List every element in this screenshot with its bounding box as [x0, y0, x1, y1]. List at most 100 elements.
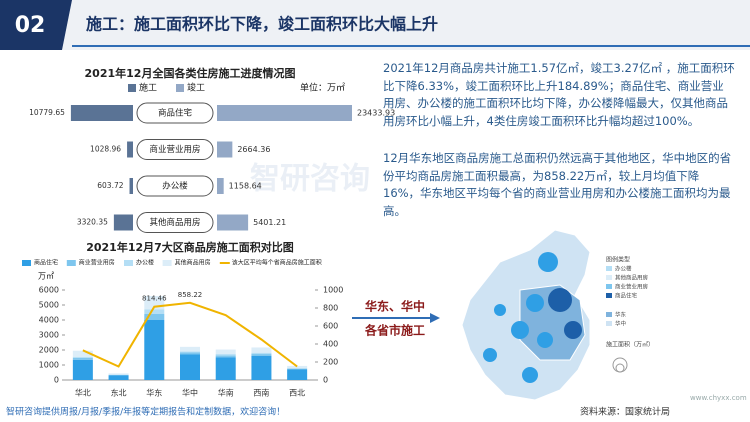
- bar: [108, 375, 129, 380]
- map-pie: [511, 321, 529, 339]
- bar: [287, 369, 308, 380]
- bar: [180, 346, 200, 352]
- bar: [215, 355, 236, 358]
- bar: [287, 365, 308, 369]
- legend-swatch: [22, 260, 31, 266]
- callout-top: 华东、华中: [365, 299, 425, 314]
- map-pie: [526, 294, 544, 312]
- bar: [217, 178, 224, 194]
- legend-label: 商品住宅: [34, 259, 58, 267]
- bar: [180, 352, 200, 355]
- bar: [287, 368, 308, 370]
- legend-swatch: [128, 84, 136, 92]
- legend-swatch: [66, 260, 76, 266]
- x-tick-label: 华北: [75, 388, 91, 398]
- map-region-swatch: [606, 321, 612, 326]
- y-tick-label: 3000: [39, 331, 59, 340]
- bar: [180, 351, 200, 353]
- paragraph: 12月华东地区商品房施工总面积仍然远高于其他地区，华中地区的省份平均商品房施工面…: [383, 151, 732, 218]
- map-legend-swatch: [606, 284, 612, 289]
- bar: [144, 314, 165, 320]
- value-label: 10779.65: [29, 108, 65, 117]
- legend-swatch: [124, 260, 133, 266]
- value-label: 23433.93: [357, 109, 395, 118]
- legend-swatch: [162, 260, 172, 266]
- map-pie: [522, 367, 538, 383]
- legend-label: 竣工: [187, 82, 205, 94]
- map-region-label: 华东: [615, 311, 627, 319]
- map-pie: [494, 304, 506, 316]
- x-tick-label: 华中: [182, 388, 198, 398]
- value-label: 1158.64: [229, 182, 262, 191]
- bar: [251, 347, 272, 353]
- bar: [113, 214, 133, 231]
- y2-tick-label: 1000: [323, 286, 343, 295]
- x-tick-label: 西北: [289, 389, 305, 398]
- map-legend-swatch: [606, 266, 612, 271]
- bar: [127, 141, 133, 158]
- bar: [108, 374, 129, 376]
- value-label: 3320.35: [77, 218, 108, 227]
- bar: [217, 141, 233, 158]
- value-label: 603.72: [97, 181, 123, 190]
- category-label: 办公楼: [162, 181, 188, 192]
- map-legend-label: 商品住宅: [615, 292, 638, 300]
- y2-tick-label: 400: [323, 340, 338, 349]
- bar: [217, 214, 249, 231]
- bar: [215, 354, 236, 356]
- x-tick-label: 华东: [146, 388, 162, 398]
- section-number: 02: [15, 13, 46, 38]
- map-legend-title: 图例类型: [606, 256, 630, 264]
- bar: [70, 105, 133, 121]
- legend-swatch: [176, 84, 184, 92]
- map-legend-label: 其他商品用房: [615, 274, 649, 282]
- bar: [108, 373, 129, 375]
- footer-note: 智研咨询提供周报/月报/季报/年报等定期报告和定制数据，欢迎咨询！: [6, 406, 285, 418]
- category-box: [136, 102, 214, 124]
- bar: [72, 357, 93, 360]
- value-label: 1028.96: [90, 145, 121, 154]
- value-label: 814.46: [142, 295, 167, 303]
- map-pies: [483, 252, 582, 383]
- map-legend-swatch: [606, 275, 612, 280]
- y-tick-label: 4000: [39, 316, 59, 325]
- map-pie: [548, 288, 572, 312]
- category-label: 商业营业用房: [149, 144, 200, 155]
- map-legend-label: 办公楼: [615, 265, 632, 273]
- line: [82, 301, 298, 368]
- callout-arrowhead: [430, 313, 440, 323]
- chart-title: 2021年12月全国各类住房施工进度情况图: [85, 66, 296, 80]
- legend-label: 办公楼: [136, 259, 154, 267]
- y2-tick-label: 600: [323, 322, 338, 331]
- x-tick-label: 西南: [253, 388, 269, 398]
- map-region-label: 华中: [615, 320, 626, 328]
- bar: [144, 320, 165, 380]
- legend-label: 该大区平均每个省商品房施工面积: [232, 259, 322, 267]
- value-label: 2664.36: [237, 145, 270, 154]
- header-badge: [0, 0, 72, 50]
- bar: [129, 178, 133, 194]
- paragraph: 2021年12月商品房共计施工1.57亿㎡，竣工3.27亿㎡ ，施工面积环比下降…: [383, 61, 735, 128]
- y2-tick-label: 0: [323, 376, 328, 385]
- bar: [72, 359, 93, 380]
- bar: [215, 357, 236, 380]
- bar: [251, 354, 272, 356]
- category-label: 其他商品用房: [149, 217, 200, 228]
- page-title: 施工：施工面积环比下降，竣工面积环比大幅上升: [86, 15, 438, 34]
- y-tick-label: 2000: [39, 346, 59, 355]
- y2-tick-label: 800: [323, 304, 338, 313]
- value-label: 5401.21: [253, 218, 286, 227]
- legend-label: 其他商品用房: [175, 259, 211, 267]
- legend-label: 施工: [139, 82, 157, 94]
- bar: [144, 309, 165, 314]
- unit-label: 万㎡: [38, 272, 54, 281]
- footer-source: 资料来源：国家统计局: [580, 406, 670, 418]
- legend-label: 商业营业用房: [79, 259, 115, 267]
- value-label: 858.22: [178, 291, 203, 299]
- chart-title: 2021年12月7大区商品房施工面积对比图: [86, 240, 294, 254]
- category-box: [136, 175, 214, 197]
- map-pie: [538, 252, 558, 272]
- category-label: 商品住宅: [158, 108, 192, 119]
